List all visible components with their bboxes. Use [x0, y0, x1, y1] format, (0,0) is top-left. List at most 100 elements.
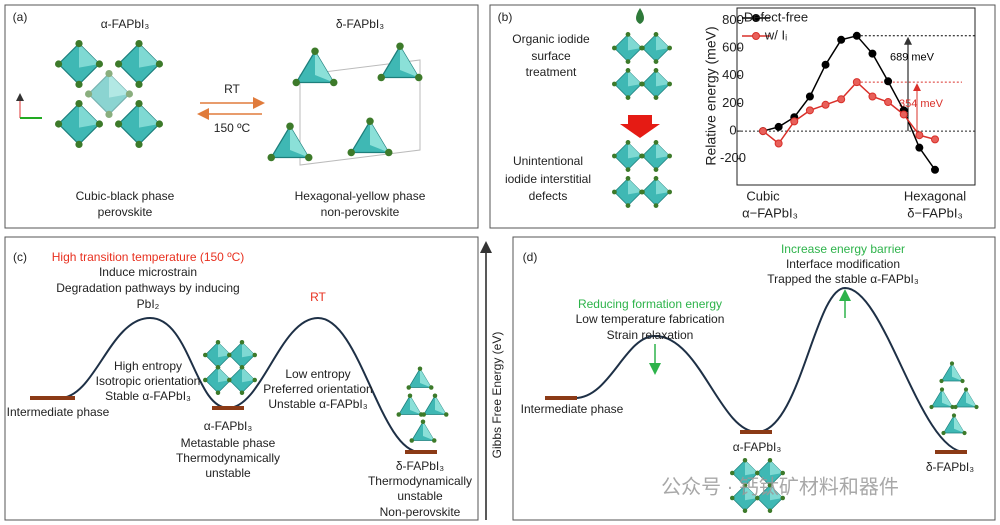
label: surface: [531, 49, 571, 63]
state-level: [212, 406, 244, 410]
point: [852, 31, 861, 40]
peak-title: RT: [310, 290, 326, 304]
label: Low entropy: [285, 367, 350, 381]
x-label: Cubic: [746, 188, 780, 203]
point: [805, 106, 814, 115]
point: [790, 117, 799, 126]
condition: RT: [224, 82, 240, 96]
annotation: 689 meV: [890, 52, 935, 64]
point: [915, 131, 924, 140]
legend-label: Defect-free: [744, 9, 808, 24]
label: Thermodynamically: [368, 474, 472, 488]
legend-marker: [752, 14, 760, 22]
y-tick-label: 0: [729, 123, 736, 138]
caption: perovskite: [98, 205, 153, 219]
point: [899, 110, 908, 119]
process-arrow: [620, 115, 660, 138]
panel-c: (c) High transition temperature (150 ºC)…: [7, 250, 472, 519]
label: δ-FAPbI₃: [926, 460, 974, 474]
label: Intermediate phase: [7, 405, 110, 419]
crystal: [396, 366, 449, 444]
label: α-FAPbI₃: [733, 440, 782, 454]
label: Stable α-FAPbI₃: [105, 389, 191, 403]
point: [805, 92, 814, 101]
point: [931, 165, 939, 174]
condition: 150 ºC: [214, 121, 251, 135]
panel-a-frame: [4, 4, 479, 229]
panel-label: (d): [523, 250, 538, 264]
state-level: [935, 450, 967, 454]
point: [837, 95, 846, 104]
phase-title: α-FAPbI₃: [101, 17, 150, 31]
y-tick-label: 800: [722, 12, 744, 27]
caption: non-perovskite: [321, 205, 400, 219]
x-label: δ−FAPbI₃: [907, 205, 963, 220]
label: treatment: [526, 65, 577, 79]
panel-label: (a): [13, 10, 28, 24]
legend-marker: [752, 32, 760, 40]
peak-title: Increase energy barrier: [781, 242, 905, 256]
label: Intermediate phase: [521, 402, 624, 416]
panel-d: (d) Reducing formation energy Low temper…: [521, 242, 979, 513]
label: Induce microstrain: [99, 265, 197, 279]
label: δ-FAPbI₃: [396, 459, 444, 473]
panel-label: (b): [498, 10, 513, 24]
label: Degradation pathways by inducing: [56, 281, 239, 295]
series-line: [762, 81, 936, 145]
panel-label: (c): [13, 250, 27, 264]
drop-icon: [636, 8, 644, 24]
point: [774, 122, 783, 131]
label: Unstable α-FAPbI₃: [268, 397, 367, 411]
label: unstable: [397, 489, 443, 503]
label: Strain relaxation: [607, 328, 694, 342]
y-axis-label: Relative energy (meV): [703, 26, 719, 165]
point: [931, 135, 939, 144]
y-tick-label: -200: [720, 150, 746, 165]
label: unstable: [205, 466, 251, 480]
peak-title: Reducing formation energy: [578, 297, 722, 311]
y-tick-label: 200: [722, 95, 744, 110]
caption: Hexagonal-yellow phase: [295, 189, 426, 203]
panel-c-frame: [4, 236, 479, 521]
panel-b: (b) Organic iodide surface treatment Uni…: [498, 8, 672, 208]
panel-a: (a) α-FAPbI₃ δ-FAPbI₃ RT 150 ºC Cubic-bl…: [13, 10, 426, 219]
axis-label: Gibbs Free Energy (eV): [490, 332, 504, 459]
state-level: [740, 430, 772, 434]
label: α-FAPbI₃: [204, 419, 253, 433]
point: [884, 77, 893, 86]
label: Trapped the stable α-FAPbI₃: [767, 272, 919, 286]
watermark: 公众号 · 钙钛矿材料和器件: [661, 475, 899, 498]
crystal: [203, 340, 257, 395]
label: Thermodynamically: [176, 451, 280, 465]
annotation: 354 meV: [899, 98, 944, 110]
alpha-crystal: [55, 40, 163, 148]
label: Preferred orientation: [263, 382, 372, 396]
label: Isotropic orientation: [96, 374, 201, 388]
panel-d-frame: [512, 236, 996, 521]
legend-label: w/ Iᵢ: [764, 27, 787, 42]
label: Organic iodide: [512, 32, 590, 46]
crystal: [929, 361, 979, 436]
label: iodide interstitial: [505, 172, 591, 186]
caption: Cubic-black phase: [76, 189, 175, 203]
label: Interface modification: [786, 257, 900, 271]
label: Low temperature fabrication: [576, 312, 725, 326]
panel-b-frame: [489, 4, 996, 229]
delta-crystal: [266, 41, 424, 166]
peak-title: High transition temperature (150 ºC): [52, 250, 244, 264]
state-level: [30, 396, 75, 400]
crystal: [612, 140, 672, 208]
point: [821, 60, 830, 69]
point: [837, 35, 846, 44]
phase-title: δ-FAPbI₃: [336, 17, 384, 31]
state-level: [545, 396, 577, 400]
crystal: [612, 32, 672, 100]
point: [821, 100, 830, 109]
label: defects: [529, 189, 568, 203]
x-label: α−FAPbI₃: [742, 205, 798, 220]
y-tick-label: 400: [722, 67, 744, 82]
label: Metastable phase: [181, 436, 276, 450]
label: High entropy: [114, 359, 182, 373]
